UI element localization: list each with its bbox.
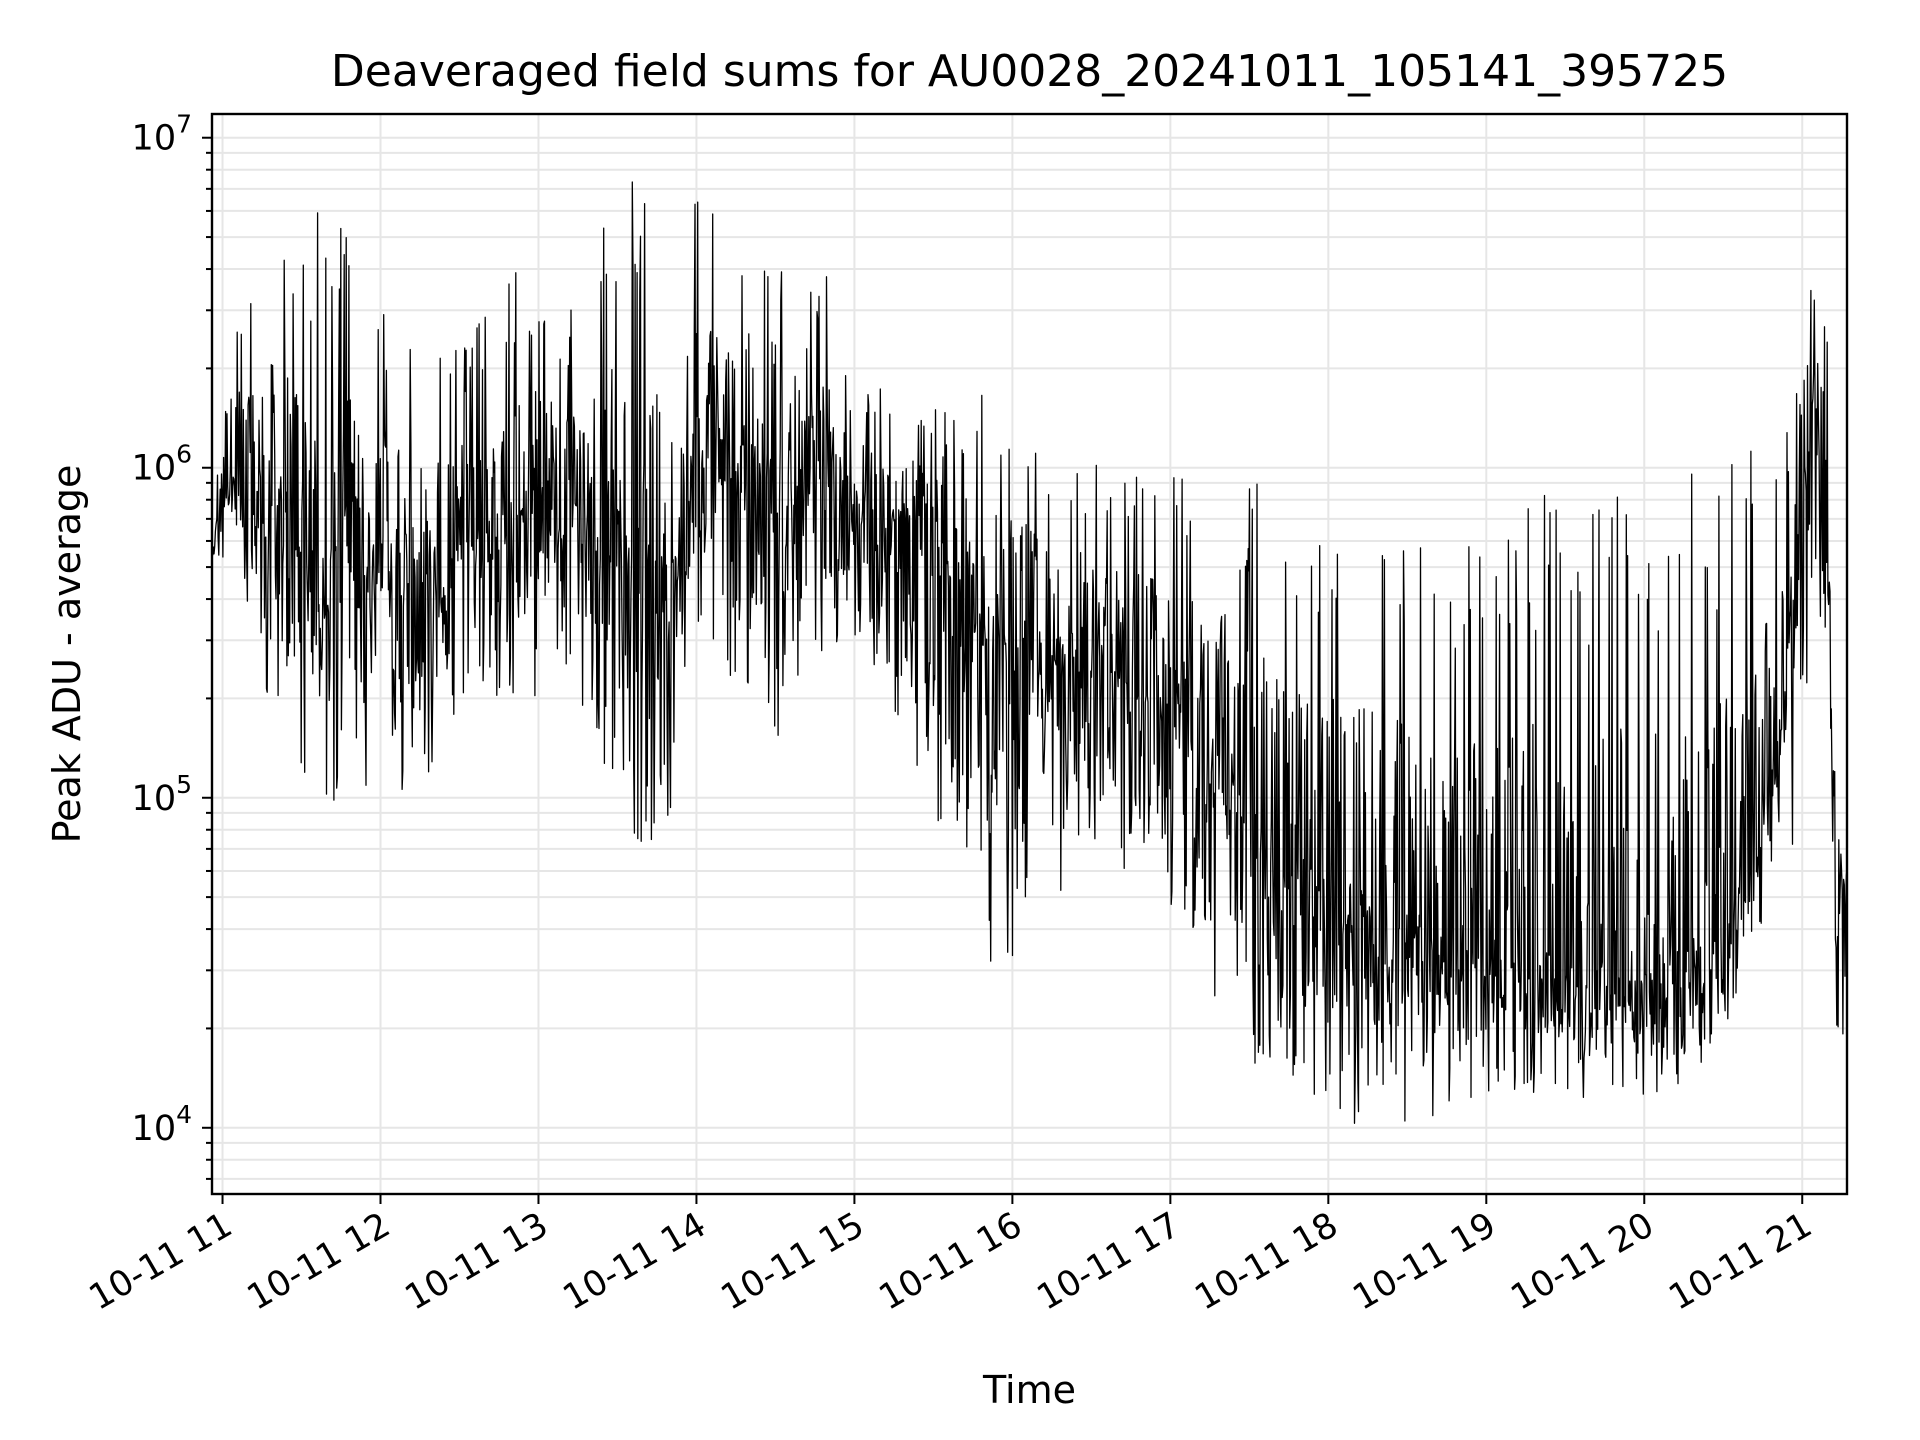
plot-frame bbox=[210, 112, 1849, 1196]
y-tick-label: 104 bbox=[132, 1100, 192, 1149]
series-line bbox=[211, 181, 1848, 1124]
y-tick-label: 105 bbox=[132, 770, 192, 819]
x-tick-label: 10-11 20 bbox=[1504, 1205, 1660, 1318]
x-tick-label: 10-11 11 bbox=[83, 1205, 239, 1318]
x-tick-label: 10-11 18 bbox=[1189, 1205, 1345, 1318]
x-tick-label: 10-11 21 bbox=[1662, 1205, 1818, 1318]
y-tick-label: 106 bbox=[132, 440, 192, 489]
x-tick-label: 10-11 12 bbox=[241, 1205, 397, 1318]
y-tick-label: 107 bbox=[132, 110, 192, 159]
x-tick-label: 10-11 14 bbox=[557, 1205, 713, 1318]
x-tick-label: 10-11 16 bbox=[873, 1205, 1029, 1318]
y-axis-label: Peak ADU - average bbox=[45, 465, 89, 844]
x-tick-label: 10-11 17 bbox=[1031, 1205, 1187, 1318]
chart-title: Deaveraged field sums for AU0028_2024101… bbox=[331, 46, 1728, 97]
x-tick-label: 10-11 15 bbox=[715, 1205, 871, 1318]
x-axis-label: Time bbox=[982, 1368, 1076, 1412]
series-layer bbox=[211, 181, 1848, 1124]
x-tick-label: 10-11 19 bbox=[1347, 1205, 1503, 1318]
x-tick-label: 10-11 13 bbox=[399, 1205, 555, 1318]
